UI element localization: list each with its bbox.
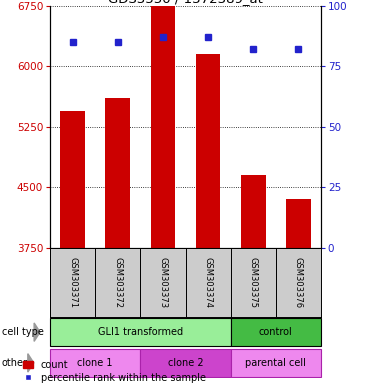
Text: GSM303374: GSM303374 bbox=[204, 257, 213, 308]
Legend: count, percentile rank within the sample: count, percentile rank within the sample bbox=[23, 360, 206, 383]
Text: clone 1: clone 1 bbox=[78, 358, 113, 368]
Bar bbox=[186, 248, 231, 317]
Bar bbox=[241, 175, 266, 248]
Text: parental cell: parental cell bbox=[245, 358, 306, 368]
Bar bbox=[196, 54, 220, 248]
Bar bbox=[105, 98, 130, 248]
Text: GLI1 transformed: GLI1 transformed bbox=[98, 327, 183, 337]
Bar bbox=[286, 199, 311, 248]
Bar bbox=[231, 248, 276, 317]
Text: clone 2: clone 2 bbox=[168, 358, 203, 368]
Bar bbox=[276, 248, 321, 317]
Bar bbox=[95, 248, 140, 317]
Polygon shape bbox=[28, 354, 34, 372]
Bar bbox=[140, 349, 231, 377]
Bar bbox=[50, 248, 95, 317]
Text: GSM303375: GSM303375 bbox=[249, 257, 258, 308]
Bar bbox=[151, 6, 175, 248]
Bar bbox=[231, 318, 321, 346]
Bar bbox=[60, 111, 85, 248]
Polygon shape bbox=[34, 323, 40, 341]
Bar bbox=[140, 248, 186, 317]
Text: cell type: cell type bbox=[2, 327, 44, 337]
Text: GSM303373: GSM303373 bbox=[158, 257, 167, 308]
Text: GSM303372: GSM303372 bbox=[113, 257, 122, 308]
Bar bbox=[50, 349, 140, 377]
Text: GSM303371: GSM303371 bbox=[68, 257, 77, 308]
Text: control: control bbox=[259, 327, 293, 337]
Text: GSM303376: GSM303376 bbox=[294, 257, 303, 308]
Bar bbox=[50, 318, 231, 346]
Text: other: other bbox=[2, 358, 28, 368]
Bar bbox=[231, 349, 321, 377]
Title: GDS3550 / 1372389_at: GDS3550 / 1372389_at bbox=[108, 0, 263, 5]
